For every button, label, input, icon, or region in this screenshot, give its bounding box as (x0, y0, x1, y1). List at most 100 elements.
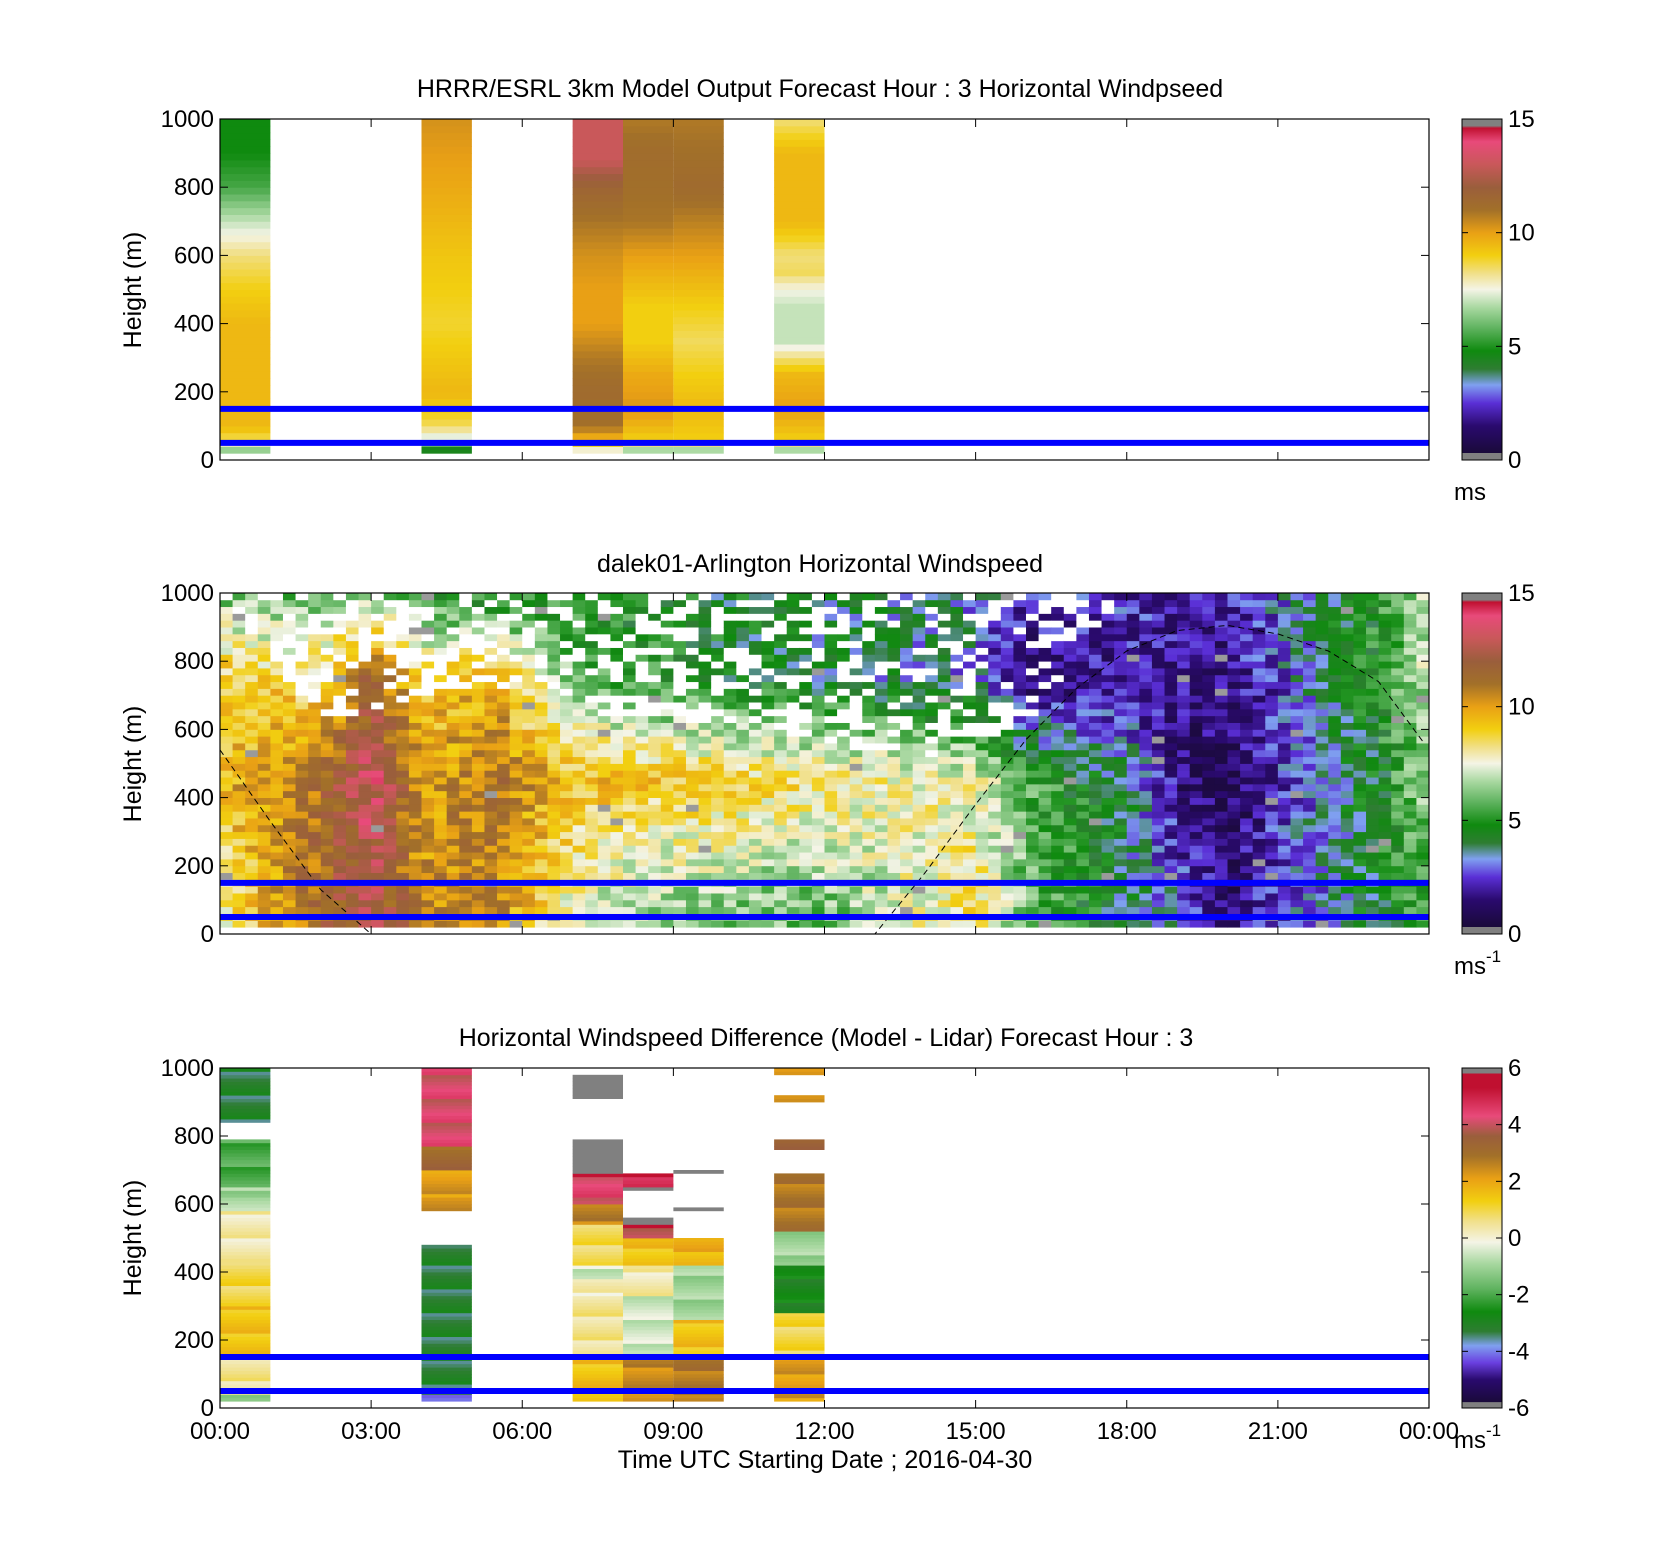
heat-cell (572, 674, 586, 683)
heat-cell (1277, 777, 1291, 785)
heat-cell (245, 906, 259, 914)
heat-cell (509, 811, 523, 819)
heat-cell (408, 708, 422, 717)
heat-cell (421, 289, 472, 297)
heat-cell (1013, 893, 1027, 901)
heat-cell (1076, 599, 1090, 608)
heat-cell (1202, 872, 1216, 880)
heat-cell (396, 770, 410, 778)
heat-cell (623, 824, 636, 833)
heat-cell (774, 425, 825, 434)
heat-cell (434, 654, 448, 662)
heat-cell (1063, 708, 1077, 717)
heat-cell (383, 661, 397, 669)
heat-cell (1088, 593, 1102, 601)
heat-cell (1240, 920, 1254, 928)
heat-cell (774, 633, 788, 642)
heat-cell (786, 736, 800, 744)
heat-cell (1063, 620, 1077, 628)
heat-cell (849, 668, 863, 676)
heat-cell (597, 831, 611, 839)
heat-cell (245, 777, 259, 785)
heat-cell (761, 783, 775, 792)
heat-cell (811, 620, 825, 628)
heat-cell (1177, 695, 1191, 703)
heat-cell (698, 858, 712, 867)
heat-cell (421, 241, 472, 250)
heat-cell (220, 654, 233, 662)
heat-cell (270, 906, 284, 914)
heat-cell (1366, 783, 1380, 792)
heat-cell (1026, 695, 1039, 703)
heat-cell (320, 777, 334, 785)
heat-cell (635, 790, 649, 798)
heat-cell (295, 674, 309, 683)
heat-cell (282, 688, 296, 696)
heat-cell (711, 818, 725, 826)
heat-cell (723, 804, 737, 812)
heat-cell (1177, 688, 1191, 696)
heat-cell (660, 790, 674, 798)
heat-cell (534, 681, 548, 689)
heat-cell (396, 695, 410, 703)
heat-cell (1252, 886, 1266, 894)
heat-cell (1088, 831, 1102, 839)
heat-cell (1164, 831, 1178, 839)
heat-cell (1026, 654, 1039, 662)
heat-cell (1303, 688, 1317, 696)
heat-cell (1328, 811, 1342, 819)
heat-cell (887, 688, 901, 696)
heat-cell (723, 920, 737, 928)
heat-cell (1151, 783, 1165, 792)
heat-cell (811, 674, 825, 683)
heat-cell (522, 865, 536, 874)
heat-cell (937, 633, 951, 642)
heat-cell (837, 845, 851, 853)
heat-cell (522, 858, 536, 867)
heat-cell (1114, 852, 1128, 860)
heat-cell (1353, 708, 1367, 717)
heat-cell (673, 139, 724, 147)
heat-cell (522, 893, 536, 901)
heat-cell (648, 797, 662, 805)
heat-cell (862, 886, 876, 894)
heat-cell (849, 702, 863, 710)
heat-cell (1126, 743, 1140, 751)
heat-cell (1303, 763, 1317, 771)
heat-cell (345, 886, 359, 894)
heat-cell (509, 593, 523, 601)
heat-cell (434, 633, 448, 642)
heat-cell (1265, 593, 1279, 601)
heat-cell (220, 824, 233, 833)
heat-cell (320, 886, 334, 894)
heat-cell (937, 681, 951, 689)
heat-cell (925, 777, 939, 785)
heat-cell (786, 920, 800, 928)
heat-cell (950, 633, 964, 642)
heat-cell (434, 715, 448, 723)
heat-cell (509, 695, 523, 703)
heat-cell (220, 309, 271, 318)
heat-cell (1340, 681, 1354, 689)
heat-cell (660, 818, 674, 826)
heat-cell (837, 593, 851, 601)
heat-cell (1202, 858, 1216, 867)
heat-cell (534, 831, 548, 839)
heat-cell (887, 647, 901, 655)
heat-cell (358, 858, 372, 867)
heat-cell (245, 681, 259, 689)
heat-cell (837, 783, 851, 792)
heat-cell (673, 419, 724, 427)
heat-cell (308, 811, 322, 819)
heat-cell (308, 858, 322, 867)
heat-cell (371, 640, 385, 648)
heat-cell (887, 852, 901, 860)
heat-cell (1076, 722, 1090, 730)
panel-model-title: HRRR/ESRL 3km Model Output Forecast Hour… (417, 75, 1223, 103)
heat-cell (723, 722, 737, 730)
heat-cell (1189, 777, 1203, 785)
heat-cell (320, 668, 334, 676)
heat-cell (774, 180, 825, 188)
